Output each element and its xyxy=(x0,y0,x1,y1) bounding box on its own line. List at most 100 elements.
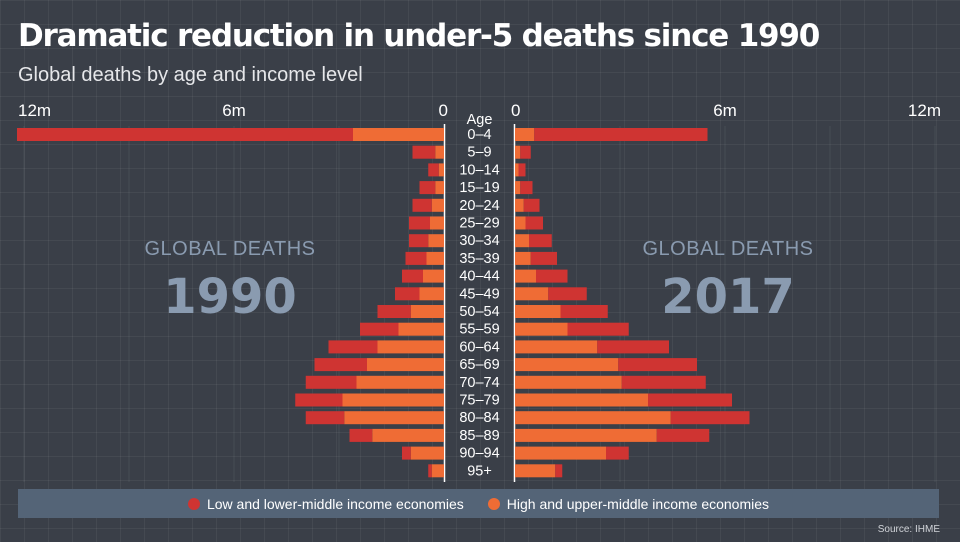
tick-label-left: 0 xyxy=(439,101,448,120)
bar-1990-low-income xyxy=(409,234,429,248)
bar-2017-high-income xyxy=(515,269,536,283)
panel-label-2017: GLOBAL DEATHS xyxy=(643,238,814,260)
bar-1990-low-income xyxy=(412,145,436,159)
bar-1990-low-income xyxy=(405,251,427,265)
bar-1990-high-income xyxy=(428,234,444,248)
bar-1990-high-income xyxy=(342,393,444,407)
bar-1990-high-income xyxy=(435,181,444,195)
bar-1990-high-income xyxy=(353,128,444,141)
bar-1990-high-income xyxy=(356,375,444,389)
age-label: 30–34 xyxy=(459,233,499,249)
bar-1990-low-income xyxy=(360,322,399,336)
axis-ticks: 12m 6m 0 0 6m 12m xyxy=(18,101,941,120)
bar-1990-low-income xyxy=(305,411,345,425)
legend-item-low: Low and lower-middle income economies xyxy=(187,495,464,512)
bar-2017-high-income xyxy=(515,464,556,478)
bar-2017-high-income xyxy=(515,428,657,442)
bar-2017-low-income xyxy=(548,287,587,301)
bar-1990-high-income xyxy=(367,358,444,372)
age-label: 70–74 xyxy=(459,375,499,391)
bar-1990-high-income xyxy=(377,340,444,354)
age-label: 10–14 xyxy=(459,162,499,178)
bar-2017-high-income xyxy=(515,145,521,159)
bar-2017-low-income xyxy=(555,464,563,478)
bar-2017-low-income xyxy=(518,163,526,177)
legend: Low and lower-middle income economies Hi… xyxy=(18,489,939,518)
bar-2017-low-income xyxy=(567,322,629,336)
bar-1990-low-income xyxy=(402,446,411,460)
age-label: 0–4 xyxy=(467,127,491,143)
age-label: 80–84 xyxy=(459,410,499,426)
source-note: Source: IHME xyxy=(877,524,940,535)
tick-label-left: 12m xyxy=(18,101,51,120)
bar-2017-low-income xyxy=(560,305,608,318)
age-label: 5–9 xyxy=(467,145,491,161)
bar-2017-high-income xyxy=(515,393,648,407)
bars xyxy=(17,128,750,478)
bar-2017-low-income xyxy=(597,340,669,354)
bar-2017-low-income xyxy=(536,269,568,283)
panel-labels: GLOBAL DEATHS 1990 GLOBAL DEATHS 2017 xyxy=(145,238,814,325)
legend-item-high: High and upper-middle income economies xyxy=(487,496,769,512)
bar-1990-high-income xyxy=(438,163,444,177)
age-label: 40–44 xyxy=(459,269,499,285)
bar-2017-low-income xyxy=(656,428,710,442)
bar-1990-low-income xyxy=(295,393,343,407)
bar-2017-low-income xyxy=(618,358,697,372)
bar-2017-high-income xyxy=(515,411,671,425)
bar-2017-low-income xyxy=(525,216,543,230)
bar-2017-low-income xyxy=(621,375,706,389)
bar-1990-high-income xyxy=(410,305,444,318)
tick-label-right: 12m xyxy=(908,101,941,120)
bar-2017-high-income xyxy=(515,181,521,195)
bar-2017-low-income xyxy=(520,181,533,195)
bar-1990-low-income xyxy=(305,375,357,389)
bar-1990-low-income xyxy=(377,305,411,318)
panel-label-1990: GLOBAL DEATHS xyxy=(145,238,316,260)
bar-1990-low-income xyxy=(349,428,373,442)
age-label: 25–29 xyxy=(459,216,499,232)
bar-1990-low-income xyxy=(428,163,439,177)
panel-year-2017: 2017 xyxy=(661,269,795,325)
bar-1990-high-income xyxy=(431,198,444,212)
tick-label-left: 6m xyxy=(222,101,246,120)
bar-2017-low-income xyxy=(648,393,732,407)
bar-1990-high-income xyxy=(430,216,444,230)
bar-1990-low-income xyxy=(314,358,367,372)
bar-2017-high-income xyxy=(515,358,619,372)
bar-2017-low-income xyxy=(530,251,557,265)
bar-1990-low-income xyxy=(402,269,423,283)
legend-dot-high xyxy=(487,497,500,510)
bar-2017-low-income xyxy=(520,145,531,159)
chart-subtitle: Global deaths by age and income level xyxy=(18,64,363,86)
axis-label-age: Age xyxy=(467,112,493,128)
bar-1990-high-income xyxy=(372,428,444,442)
bar-2017-high-income xyxy=(515,287,549,301)
panel-year-1990: 1990 xyxy=(163,269,297,325)
age-label: 50–54 xyxy=(459,304,499,320)
age-label: 90–94 xyxy=(459,446,499,462)
bar-1990-high-income xyxy=(426,251,444,265)
bar-1990-high-income xyxy=(431,464,444,478)
chart-title: Dramatic reduction in under-5 deaths sin… xyxy=(18,18,820,54)
bar-2017-low-income xyxy=(670,411,750,425)
legend-label-low: Low and lower-middle income economies xyxy=(206,495,464,512)
bar-1990-high-income xyxy=(419,287,444,301)
bar-2017-low-income xyxy=(606,446,629,460)
bar-2017-high-income xyxy=(515,128,535,141)
bar-1990-low-income xyxy=(395,287,420,301)
bar-2017-high-income xyxy=(515,375,622,389)
bar-1990-high-income xyxy=(344,411,444,425)
bar-2017-low-income xyxy=(523,198,540,212)
age-label: 75–79 xyxy=(459,393,499,409)
tick-label-right: 6m xyxy=(713,101,737,120)
age-label: 95+ xyxy=(467,463,492,479)
bar-2017-high-income xyxy=(515,163,519,177)
age-label: 55–59 xyxy=(459,322,499,338)
bar-2017-low-income xyxy=(534,128,708,141)
bar-2017-high-income xyxy=(515,446,606,460)
bar-1990-low-income xyxy=(409,216,430,230)
